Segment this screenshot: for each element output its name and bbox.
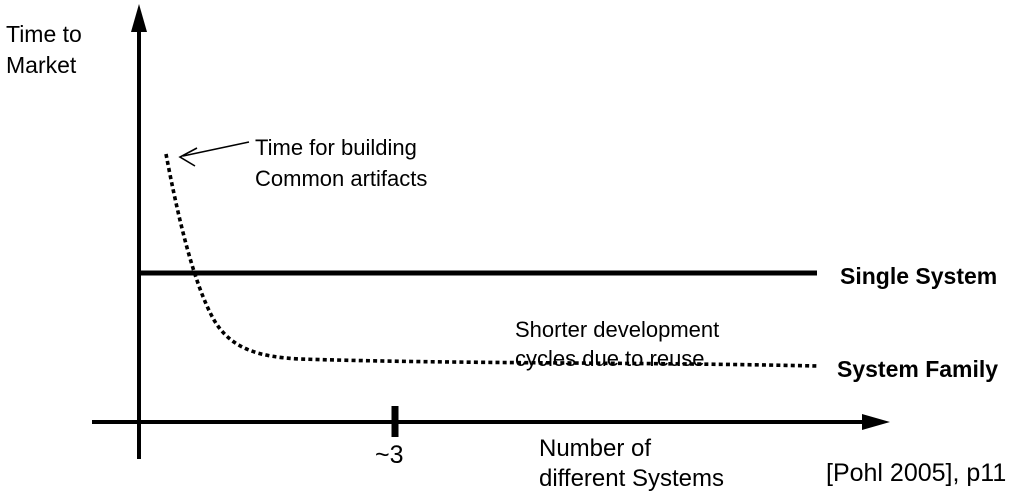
annotation-common-artifacts-line2: Common artifacts xyxy=(255,166,428,191)
citation: [Pohl 2005], p11 xyxy=(826,459,1007,487)
x-axis-title-line2: different Systems xyxy=(539,465,724,492)
x-tick-label: ~3 xyxy=(375,441,404,469)
x-axis-arrowhead-icon xyxy=(862,414,890,430)
y-axis-arrowhead-icon xyxy=(131,4,147,32)
x-axis-title-line1: Number of xyxy=(539,435,652,462)
annotation-arrow xyxy=(182,141,250,157)
annotation-reuse-line1: Shorter development xyxy=(515,317,720,342)
annotation-arrowhead-icon xyxy=(178,147,198,167)
single-system-label: Single System xyxy=(840,263,998,289)
annotation-common-artifacts-line1: Time for building xyxy=(255,135,417,160)
system-family-curve xyxy=(164,153,818,368)
annotation-common-artifacts: Time for building Common artifacts xyxy=(255,132,427,194)
system-family-label: System Family xyxy=(837,356,999,382)
y-axis-title-line1: Time to xyxy=(6,21,82,47)
y-axis-title-line2: Market xyxy=(6,52,77,78)
y-axis-title: Time to Market xyxy=(6,19,82,81)
annotation-reuse: Shorter development cycles due to reuse xyxy=(515,315,719,373)
x-axis-title: Number of different Systems xyxy=(539,434,724,492)
annotation-reuse-line2: cycles due to reuse xyxy=(515,346,705,371)
